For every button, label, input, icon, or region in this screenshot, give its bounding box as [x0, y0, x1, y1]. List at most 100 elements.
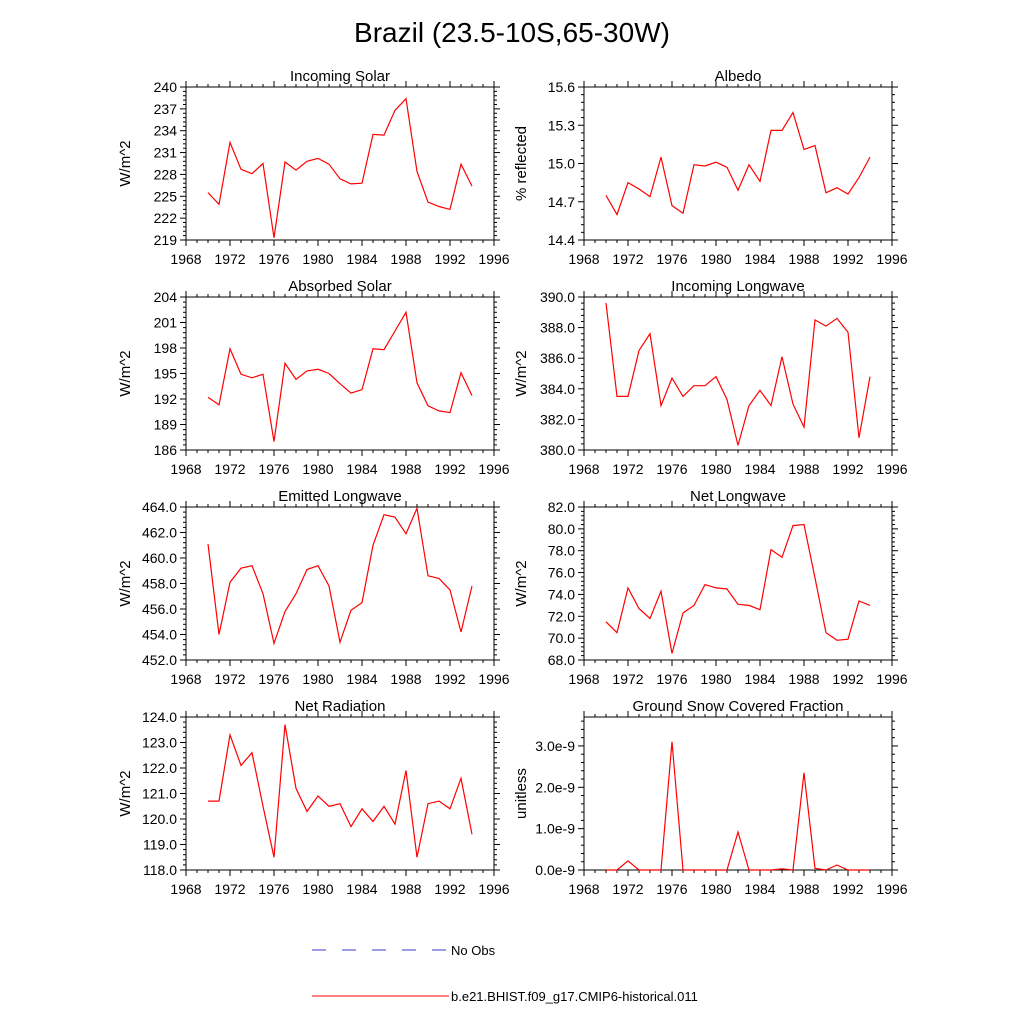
plot-frame: [583, 296, 893, 451]
y-tick-label: 456.0: [142, 601, 177, 617]
chart-panel: Absorbed Solar 1968 1972 1976 1980 1984 1988 19…: [117, 278, 510, 477]
x-tick-label: 1968: [170, 251, 201, 267]
x-tick-label: 1980: [700, 251, 731, 267]
x-tick-label: 1976: [258, 461, 289, 477]
y-tick-label: 68.0: [548, 652, 575, 668]
main-title: Brazil (23.5-10S,65-30W): [354, 17, 670, 48]
x-tick-label: 1988: [788, 671, 819, 687]
x-tick-label: 1972: [214, 881, 245, 897]
y-tick-label: 204: [154, 289, 178, 305]
panel-title: Net Longwave: [690, 488, 786, 505]
y-tick-label: 122.0: [142, 760, 177, 776]
x-tick-label: 1988: [390, 671, 421, 687]
x-tick-label: 1968: [170, 461, 201, 477]
y-tick-label: 201: [154, 315, 178, 331]
y-tick-label: 118.0: [143, 862, 177, 878]
x-tick-label: 1988: [788, 881, 819, 897]
x-tick-label: 1996: [478, 671, 509, 687]
y-tick-label: 464.0: [142, 499, 177, 515]
x-tick-label: 1980: [302, 251, 333, 267]
x-tick-label: 1968: [568, 881, 599, 897]
x-tick-label: 1980: [700, 671, 731, 687]
series-line: [605, 523, 871, 654]
y-tick-label: 15.3: [548, 117, 575, 133]
x-tick-label: 1988: [788, 461, 819, 477]
x-tick-label: 1996: [478, 881, 509, 897]
y-tick-label: 70.0: [548, 630, 575, 646]
x-tick-label: 1988: [390, 881, 421, 897]
x-tick-label: 1980: [700, 461, 731, 477]
x-tick-label: 1988: [788, 251, 819, 267]
y-tick-label: 82.0: [548, 499, 575, 515]
y-tick-label: 240: [154, 79, 178, 95]
x-tick-label: 1992: [434, 671, 465, 687]
x-tick-label: 1984: [744, 251, 775, 267]
plot-frame: [185, 506, 495, 661]
y-tick-label: 78.0: [548, 543, 575, 559]
chart-panel: Ground Snow Covered Fraction 1968 1972 1976…: [513, 698, 908, 897]
y-tick-label: 462.0: [142, 525, 177, 541]
x-tick-label: 1972: [612, 881, 643, 897]
y-tick-label: 186: [154, 442, 178, 458]
plot-frame: [185, 86, 495, 241]
x-tick-label: 1992: [434, 881, 465, 897]
y-tick-label: 198: [154, 340, 178, 356]
y-tick-label: 388.0: [540, 320, 575, 336]
x-tick-label: 1976: [258, 671, 289, 687]
y-tick-label: 15.6: [548, 79, 575, 95]
y-axis-label: W/m^2: [513, 560, 530, 606]
x-tick-label: 1996: [876, 671, 907, 687]
x-tick-label: 1988: [390, 251, 421, 267]
y-tick-label: 228: [154, 166, 178, 182]
panel-title: Ground Snow Covered Fraction: [633, 698, 844, 715]
series-line: [208, 724, 473, 858]
chart-panel: Albedo 1968 1972 1976 1980 1984 1988 1992 1996 14…: [513, 68, 908, 267]
x-tick-label: 1996: [478, 461, 509, 477]
x-tick-label: 1984: [346, 881, 377, 897]
y-tick-label: 454.0: [142, 627, 177, 643]
y-tick-label: 124.0: [142, 709, 177, 725]
y-tick-label: 14.7: [548, 194, 575, 210]
plot-frame: [583, 716, 893, 871]
series-line: [606, 741, 870, 871]
y-tick-label: 390.0: [540, 289, 575, 305]
x-tick-label: 1972: [214, 671, 245, 687]
y-tick-label: 458.0: [142, 576, 177, 592]
x-tick-label: 1984: [744, 671, 775, 687]
y-tick-label: 0.0e-9: [535, 862, 575, 878]
x-tick-label: 1980: [302, 461, 333, 477]
panel-title: Emitted Longwave: [278, 488, 401, 505]
y-tick-label: 225: [154, 188, 178, 204]
plot-frame: [583, 86, 893, 241]
panel-title: Net Radiation: [295, 698, 386, 715]
panel-title: Incoming Longwave: [671, 278, 804, 295]
y-tick-label: 460.0: [142, 550, 177, 566]
x-tick-label: 1968: [170, 881, 201, 897]
panels-group: Incoming Solar 1968 1972 1976 1980 1984 1988 19…: [117, 68, 908, 897]
y-tick-label: 380.0: [540, 442, 575, 458]
chart-panel: Incoming Longwave 1968 1972 1976 1980 1984 198…: [513, 278, 908, 477]
y-tick-label: 2.0e-9: [535, 779, 575, 795]
x-tick-label: 1992: [434, 461, 465, 477]
x-tick-label: 1980: [302, 671, 333, 687]
x-tick-label: 1976: [258, 881, 289, 897]
x-tick-label: 1968: [170, 671, 201, 687]
panel-title: Absorbed Solar: [288, 278, 391, 295]
chart-panel: Net Longwave 1968 1972 1976 1980 1984 1988 1992…: [513, 488, 908, 687]
y-tick-label: 72.0: [548, 608, 575, 624]
x-tick-label: 1992: [832, 251, 863, 267]
y-tick-label: 195: [154, 366, 178, 382]
y-tick-label: 452.0: [142, 652, 177, 668]
y-tick-label: 74.0: [548, 586, 575, 602]
series-line: [605, 111, 871, 216]
y-axis-label: W/m^2: [117, 140, 134, 186]
x-tick-label: 1976: [656, 881, 687, 897]
x-tick-label: 1976: [656, 671, 687, 687]
chart-panel: Net Radiation 1968 1972 1976 1980 1984 1988 199…: [117, 698, 510, 897]
y-tick-label: 231: [154, 145, 178, 161]
y-tick-label: 14.4: [548, 232, 575, 248]
x-tick-label: 1996: [876, 881, 907, 897]
y-tick-label: 120.0: [142, 811, 177, 827]
x-tick-label: 1992: [832, 671, 863, 687]
x-tick-label: 1976: [258, 251, 289, 267]
